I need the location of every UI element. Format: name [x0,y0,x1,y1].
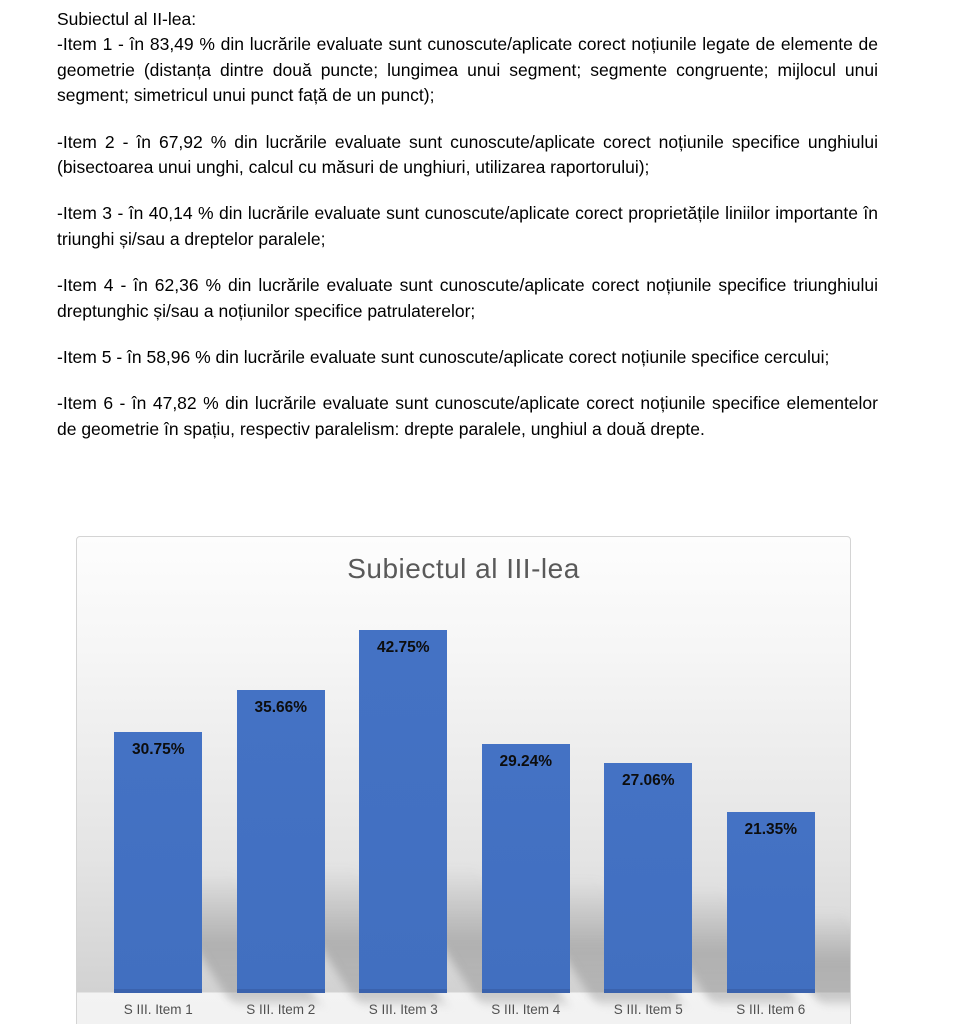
bar-S III. Item 5: 27.06% [604,763,693,993]
category-label: S III. Item 2 [246,1002,316,1017]
item-6-paragraph: -Item 6 - în 47,82 % din lucrările evalu… [57,393,878,439]
bar-value-label: 30.75% [131,740,185,758]
category-label: S III. Item 3 [368,1002,438,1017]
bar-S III. Item 4: 29.24% [481,744,570,993]
bar-slot: 29.24% [465,611,683,1003]
bar-slot: 27.06% [587,611,799,1003]
bar-slot: 42.75% [342,611,567,1003]
bar-value-label: 27.06% [621,772,675,789]
bar-S III. Item 3: 42.75% [359,629,448,993]
bar-slot: 30.75% [97,611,320,1003]
bar-S III. Item 6: 21.35% [726,811,815,993]
chart-title: Subiectul al III-lea [347,553,580,584]
plot-area: 30.75% 35.66% 42.75% 29.24% 27.06% 21.35% [97,611,850,1003]
section-heading: Subiectul al II-lea: [57,9,197,29]
bar-value-label: 35.66% [254,698,308,716]
bar-value-label: 29.24% [499,753,553,771]
category-label: S III. Item 6 [736,1002,806,1017]
bar-S III. Item 2: 35.66% [236,689,325,993]
item-4-paragraph: -Item 4 - în 62,36 % din lucrările evalu… [57,275,878,321]
item-2-paragraph: -Item 2 - în 67,92 % din lucrările evalu… [57,131,878,178]
bar-S III. Item 1: 30.75% [114,731,203,993]
category-axis: S III. Item 1 S III. Item 2 S III. Item 3 S… [97,993,832,1024]
bar-value-label: 21.35% [744,820,798,838]
text-block: Subiectul al II-lea: -Item 1 - în 83,49 … [57,7,878,442]
category-label: S III. Item 5 [613,1002,683,1017]
bar-chart: Subiectul al III-lea 30.75% 35.66% 42.75% 2… [76,536,851,1024]
item-1-text: -Item 1 - în 83,49 % din lucrările evalu… [57,34,878,106]
item-3-paragraph: -Item 3 - în 40,14 % din lucrările evalu… [57,203,878,249]
bar-slot: 35.66% [220,611,445,1003]
category-label: S III. Item 1 [123,1002,193,1017]
section-paragraph: Subiectul al II-lea: -Item 1 - în 83,49 … [57,7,878,109]
category-label: S III. Item 4 [491,1002,561,1017]
bar-slot: 21.35% [710,611,850,1003]
item-5-paragraph: -Item 5 - în 58,96 % din lucrările evalu… [57,347,830,368]
bar-value-label: 42.75% [376,638,430,656]
